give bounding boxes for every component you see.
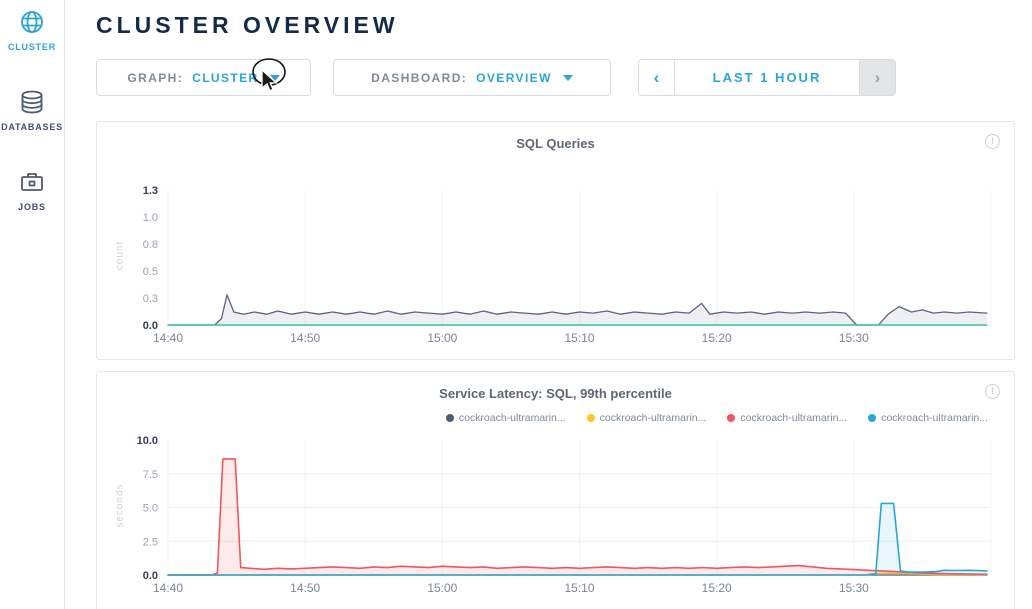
svg-text:14:50: 14:50 [290,331,320,345]
svg-text:2.5: 2.5 [143,536,158,548]
graph-dropdown[interactable]: GRAPH: CLUSTER [96,59,311,96]
time-prev-button[interactable]: ‹ [639,60,675,95]
svg-text:15:10: 15:10 [564,331,594,345]
svg-text:15:20: 15:20 [702,331,732,345]
database-icon [17,87,47,117]
graph-dropdown-value: CLUSTER [192,70,259,85]
legend-label: cockroach-ultramarin... [599,412,707,424]
svg-text:5.0: 5.0 [143,503,158,515]
svg-text:15:30: 15:30 [839,581,869,595]
time-next-button[interactable]: › [859,60,895,95]
chart-title: SQL Queries [516,136,595,151]
svg-text:0.8: 0.8 [143,239,158,251]
sidebar-item-databases[interactable]: DATABASES [0,87,64,132]
service-latency-chart-card: Service Latency: SQL, 99th percentile ! … [96,371,1015,609]
chevron-down-icon [269,74,280,81]
sidebar-item-jobs[interactable]: JOBS [0,167,64,212]
svg-text:0.0: 0.0 [143,570,158,582]
sidebar-item-label: CLUSTER [7,42,57,52]
time-window-selector: ‹ LAST 1 HOUR › [638,59,896,96]
svg-text:0.3: 0.3 [143,293,158,305]
legend-label: cockroach-ultramarin... [740,412,848,424]
chevron-down-icon [562,74,573,81]
info-icon[interactable]: ! [985,134,1000,149]
sidebar: CLUSTER DATABASES JOBS [0,0,65,609]
svg-text:15:10: 15:10 [564,581,594,595]
svg-text:14:40: 14:40 [153,331,183,345]
info-icon[interactable]: ! [985,384,1000,399]
svg-text:14:50: 14:50 [290,581,320,595]
legend-item[interactable]: cockroach-ultramarin... [445,412,566,424]
legend-item[interactable]: cockroach-ultramarin... [868,412,988,424]
svg-text:15:20: 15:20 [702,581,732,595]
sidebar-item-label: DATABASES [1,122,63,132]
svg-text:15:30: 15:30 [839,331,869,345]
svg-text:1.3: 1.3 [143,185,158,197]
sql-queries-chart[interactable]: 0.0 0.3 0.5 0.8 1.0 1.3 14:40 14:50 15:00 15:10 15… [97,122,1014,359]
dashboard-dropdown[interactable]: DASHBOARD: OVERVIEW [333,59,611,96]
svg-text:15:00: 15:00 [427,581,457,595]
dashboard-dropdown-label: DASHBOARD: [371,70,468,85]
legend-dot-icon [445,414,454,422]
legend-item[interactable]: cockroach-ultramarin... [727,412,847,424]
svg-text:10.0: 10.0 [137,435,158,447]
time-window-label[interactable]: LAST 1 HOUR [712,70,822,85]
chart-legend: cockroach-ultramarin... cockroach-ultrama… [445,412,988,424]
svg-text:1.0: 1.0 [143,212,158,224]
svg-text:14:40: 14:40 [153,581,183,595]
service-latency-chart[interactable]: 0.0 2.5 5.0 7.5 10.0 14:40 14:50 15:00 15:10 15:2… [97,372,1014,609]
svg-text:7.5: 7.5 [143,469,158,481]
svg-text:0.0: 0.0 [143,320,158,332]
page-title: CLUSTER OVERVIEW [96,12,399,38]
dashboard-dropdown-value: OVERVIEW [476,70,552,85]
legend-dot-icon [868,414,877,422]
chart-title: Service Latency: SQL, 99th percentile [439,386,672,401]
svg-text:0.5: 0.5 [143,266,158,278]
graph-dropdown-label: GRAPH: [127,70,184,85]
sql-queries-chart-card: SQL Queries ! count 0.0 0.3 0.5 0.8 1.0 1.3 14… [96,121,1015,360]
chevron-left-icon: ‹ [653,67,660,87]
legend-dot-icon [586,414,595,422]
legend-item[interactable]: cockroach-ultramarin... [586,412,707,424]
briefcase-icon [17,167,47,197]
svg-text:15:00: 15:00 [427,331,457,345]
legend-label: cockroach-ultramarin... [458,412,566,424]
chevron-right-icon: › [874,67,881,87]
sidebar-item-label: JOBS [18,202,46,212]
legend-dot-icon [727,414,736,422]
globe-icon [17,7,47,37]
sidebar-item-cluster[interactable]: CLUSTER [0,7,64,52]
legend-label: cockroach-ultramarin... [881,412,988,424]
